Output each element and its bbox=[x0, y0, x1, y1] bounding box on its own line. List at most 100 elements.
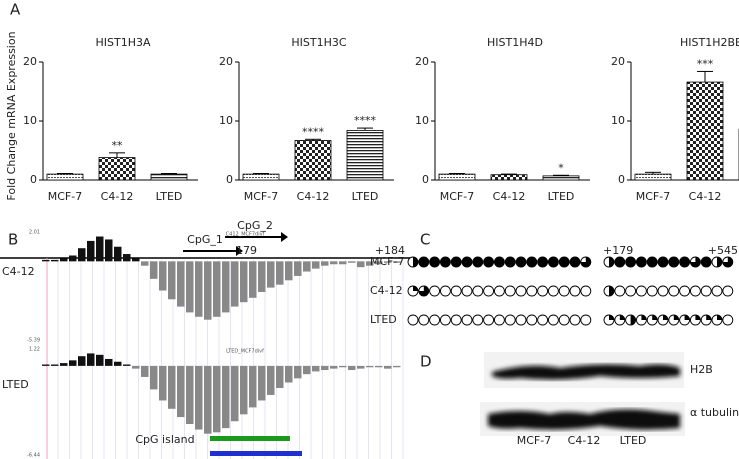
signal-bar bbox=[267, 261, 275, 288]
methylated-fraction bbox=[690, 257, 701, 267]
signal-bar bbox=[132, 365, 140, 369]
signal-bar bbox=[285, 365, 293, 383]
methylated-fraction bbox=[548, 257, 559, 267]
signal-bar bbox=[303, 261, 311, 272]
lane-label: LTED bbox=[620, 434, 647, 447]
signal-bar bbox=[60, 363, 68, 366]
y-tick-label: 20 bbox=[23, 55, 37, 68]
cpg-site bbox=[668, 285, 680, 297]
position-label: +545 bbox=[708, 244, 738, 257]
cpg-site bbox=[547, 314, 559, 326]
band-label: H2B bbox=[690, 363, 713, 376]
signal-bar bbox=[132, 258, 140, 262]
significance-label: **** bbox=[302, 125, 325, 138]
signal-bar bbox=[195, 261, 203, 317]
cpg-label: CpG_1 bbox=[187, 233, 223, 246]
methylated-fraction bbox=[619, 315, 625, 320]
x-tick-label: LTED bbox=[352, 190, 379, 203]
y-tick-label: 10 bbox=[415, 114, 429, 127]
cpg-site bbox=[515, 285, 527, 297]
bar bbox=[490, 174, 528, 181]
x-tick-label: C4-12 bbox=[297, 190, 330, 203]
signal-bar bbox=[267, 365, 275, 395]
cpg-label: CpG_2 bbox=[237, 219, 273, 232]
position-label: -179 bbox=[232, 244, 257, 257]
chart-title: HIST1H3C bbox=[291, 36, 346, 49]
cpg-site bbox=[493, 314, 505, 326]
signal-bar bbox=[276, 261, 284, 285]
bar bbox=[242, 173, 280, 181]
track-limit: -5.39 bbox=[27, 338, 40, 344]
signal-bar bbox=[348, 365, 356, 371]
cpg-site bbox=[439, 285, 451, 297]
cpg-site bbox=[439, 314, 451, 326]
signal-bar bbox=[69, 255, 77, 262]
x-tick-label: C4-12 bbox=[493, 190, 526, 203]
position-label: +179 bbox=[603, 244, 633, 257]
y-tick-label: 20 bbox=[415, 55, 429, 68]
methylated-fraction bbox=[722, 257, 733, 267]
cpg-site bbox=[526, 314, 538, 326]
y-axis-label: Fold Change mRNA Expression bbox=[5, 31, 18, 200]
x-tick-label: MCF-7 bbox=[244, 190, 278, 203]
methylated-fraction bbox=[526, 257, 537, 267]
signal-bar bbox=[258, 261, 266, 292]
signal-bar bbox=[213, 365, 221, 433]
methylated-fraction bbox=[717, 315, 722, 320]
row-label: MCF-7 bbox=[370, 255, 404, 268]
x-tick-label: MCF-7 bbox=[48, 190, 82, 203]
signal-bar bbox=[186, 261, 194, 313]
signal-bar bbox=[177, 365, 185, 418]
cpg-site bbox=[547, 285, 559, 297]
methylated-fraction bbox=[658, 257, 668, 267]
methylated-fraction bbox=[570, 257, 580, 267]
bar bbox=[46, 173, 84, 181]
significance-label: ** bbox=[112, 139, 124, 152]
methylated-fraction bbox=[413, 286, 418, 291]
cpg-site bbox=[483, 314, 495, 326]
signal-bar bbox=[339, 365, 347, 368]
signal-bar bbox=[150, 261, 158, 279]
panel-label: C bbox=[420, 231, 430, 249]
signal-bar bbox=[240, 365, 248, 415]
x-tick-label: C4-12 bbox=[689, 190, 722, 203]
cpg-site bbox=[625, 285, 637, 297]
methylated-fraction bbox=[609, 286, 614, 296]
y-tick-label: 20 bbox=[219, 55, 233, 68]
band-label: α tubulin bbox=[690, 406, 739, 419]
methylated-fraction bbox=[663, 315, 668, 320]
methylated-fraction bbox=[494, 257, 505, 267]
signal-bar bbox=[321, 365, 329, 371]
cpg-site bbox=[657, 285, 669, 297]
signal-bar bbox=[168, 365, 176, 409]
signal-bar bbox=[375, 261, 383, 265]
panel-label: A bbox=[10, 1, 21, 19]
cpg-site bbox=[646, 285, 658, 297]
signal-bar bbox=[375, 365, 383, 368]
bar bbox=[294, 140, 332, 181]
signal-bar bbox=[159, 261, 167, 291]
track-label: LTED bbox=[2, 378, 29, 391]
methylated-fraction bbox=[462, 257, 472, 267]
signal-bar bbox=[276, 365, 284, 389]
signal-bar bbox=[231, 365, 239, 422]
signal-bar bbox=[312, 261, 320, 269]
signal-bar bbox=[87, 353, 95, 366]
cpg-site bbox=[450, 314, 462, 326]
x-tick-label: MCF-7 bbox=[440, 190, 474, 203]
chart-title: HIST1H3A bbox=[95, 36, 150, 49]
significance-label: *** bbox=[697, 57, 714, 70]
signal-bar bbox=[222, 365, 230, 429]
signal-bar bbox=[348, 261, 356, 263]
signal-bar bbox=[240, 261, 248, 303]
signal-bar bbox=[186, 365, 194, 425]
lane-label: C4-12 bbox=[568, 434, 601, 447]
signal-bar bbox=[330, 365, 338, 369]
methylated-fraction bbox=[717, 257, 722, 267]
methylated-fraction bbox=[580, 257, 591, 267]
methylated-fraction bbox=[451, 257, 462, 267]
signal-bar bbox=[393, 365, 401, 368]
significance-label: **** bbox=[354, 114, 377, 127]
signal-bar bbox=[258, 365, 266, 401]
